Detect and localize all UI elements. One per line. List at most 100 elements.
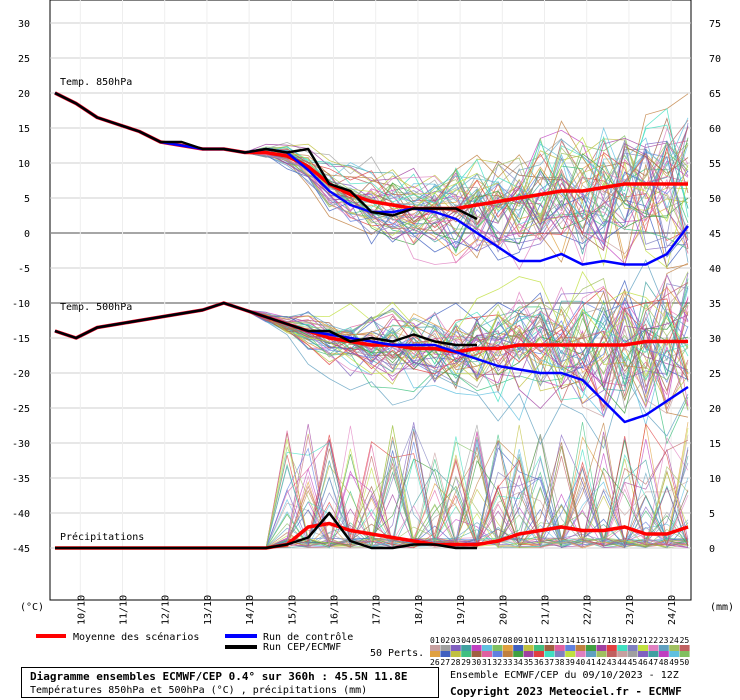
swatch-bottom	[638, 651, 648, 657]
swatch-label-top: 11	[534, 636, 544, 645]
x-tick-label: 24/10	[667, 595, 678, 625]
y-tick-label-left: -25	[12, 404, 30, 415]
x-tick-label: 16/10	[330, 595, 341, 625]
swatch-label-bottom: 39	[565, 658, 575, 667]
swatch-bottom	[461, 651, 472, 657]
swatch-top	[648, 645, 659, 651]
swatch-bottom	[596, 651, 607, 657]
perts-count-label: 50 Perts.	[370, 648, 425, 659]
swatch-label-bottom: 46	[638, 658, 648, 667]
swatch-bottom	[430, 651, 440, 657]
left-axis-unit: (°C)	[20, 602, 44, 613]
y-tick-label-right: 30	[709, 334, 721, 345]
swatch-bottom	[565, 651, 576, 657]
swatch-top	[658, 645, 669, 651]
swatch-bottom	[669, 651, 680, 657]
swatch-label-top: 01	[430, 636, 440, 645]
panel-label-t500: Temp. 500hPa	[60, 302, 132, 313]
panel-label-precip: Précipitations	[60, 531, 144, 543]
y-tick-label-right: 75	[709, 19, 721, 30]
swatch-label-bottom: 41	[586, 658, 596, 667]
y-tick-label-right: 10	[709, 474, 721, 485]
y-tick-label-right: 15	[709, 439, 721, 450]
y-tick-label-right: 0	[709, 544, 715, 555]
y-tick-label-left: -5	[18, 264, 30, 275]
swatch-top	[627, 645, 638, 651]
swatch-top	[471, 645, 482, 651]
y-tick-label-right: 40	[709, 264, 721, 275]
swatch-label-top: 21	[638, 636, 648, 645]
series-line-t850-2	[54, 91, 478, 221]
x-tick-label: 22/10	[583, 595, 594, 625]
swatch-label-top: 24	[669, 636, 679, 645]
y-tick-label-left: -20	[12, 369, 30, 380]
swatch-label-top: 25	[680, 636, 690, 645]
swatch-label-top: 19	[617, 636, 627, 645]
x-tick-label: 14/10	[245, 595, 256, 625]
swatch-label-bottom: 42	[596, 658, 606, 667]
x-tick-label: 18/10	[414, 595, 425, 625]
swatch-label-bottom: 48	[659, 658, 669, 667]
swatch-label-bottom: 33	[503, 658, 513, 667]
x-tick-label: 23/10	[625, 595, 636, 625]
y-tick-label-right: 50	[709, 194, 721, 205]
swatch-top	[461, 645, 472, 651]
y-tick-label-left: 5	[24, 194, 30, 205]
swatch-top	[596, 645, 607, 651]
swatch-label-top: 02	[440, 636, 450, 645]
y-tick-label-right: 20	[709, 404, 721, 415]
series-line-precip-7	[55, 511, 477, 550]
footer-subtitle: Températures 850hPa et 500hPa (°C) , pré…	[30, 685, 368, 696]
y-tick-label-left: 25	[18, 54, 30, 65]
x-tick-label: 13/10	[203, 595, 214, 625]
swatch-bottom	[648, 651, 659, 657]
swatch-bottom	[544, 651, 555, 657]
y-tick-label-right: 65	[709, 89, 721, 100]
swatch-label-bottom: 30	[472, 658, 482, 667]
legend-ecmwf-label: Run CEP/ECMWF	[263, 642, 341, 653]
y-tick-label-right: 5	[709, 509, 715, 520]
swatch-label-top: 04	[461, 636, 471, 645]
swatch-label-top: 22	[648, 636, 658, 645]
swatch-label-bottom: 40	[576, 658, 586, 667]
swatch-bottom	[617, 651, 628, 657]
swatch-label-top: 18	[607, 636, 617, 645]
swatch-label-bottom: 49	[669, 658, 679, 667]
swatch-top	[586, 645, 596, 651]
y-tick-label-right: 25	[709, 369, 721, 380]
swatch-top	[565, 645, 576, 651]
swatch-label-bottom: 37	[544, 658, 554, 667]
swatch-bottom	[502, 651, 513, 657]
swatch-label-bottom: 32	[492, 658, 502, 667]
x-tick-label: 12/10	[161, 595, 172, 625]
swatch-top	[534, 645, 544, 651]
swatch-label-bottom: 27	[440, 658, 450, 667]
footer-box: Diagramme ensembles ECMWF/CEP 0.4° sur 3…	[21, 667, 439, 698]
swatch-label-bottom: 45	[628, 658, 638, 667]
swatch-label-top: 20	[628, 636, 638, 645]
swatch-label-top: 13	[555, 636, 565, 645]
swatch-top	[669, 645, 680, 651]
swatch-label-top: 12	[544, 636, 554, 645]
swatch-label-bottom: 28	[451, 658, 461, 667]
swatch-bottom	[513, 651, 524, 657]
y-tick-label-right: 70	[709, 54, 721, 65]
y-tick-label-right: 60	[709, 124, 721, 135]
y-tick-label-left: -40	[12, 509, 30, 520]
swatch-bottom	[554, 651, 565, 657]
swatch-bottom	[534, 651, 544, 657]
swatch-bottom	[440, 651, 451, 657]
x-tick-label: 15/10	[287, 595, 298, 625]
copyright: Copyright 2023 Meteociel.fr - ECMWF	[450, 685, 682, 698]
swatch-top	[430, 645, 440, 651]
swatch-bottom	[482, 651, 492, 657]
y-tick-label-left: 15	[18, 124, 30, 135]
swatch-label-top: 15	[576, 636, 586, 645]
y-tick-label-right: 35	[709, 299, 721, 310]
y-tick-label-left: -10	[12, 299, 30, 310]
swatch-label-bottom: 36	[534, 658, 544, 667]
swatch-label-bottom: 43	[607, 658, 617, 667]
series-line-t500-5	[54, 301, 477, 347]
plot-area	[49, 0, 692, 601]
